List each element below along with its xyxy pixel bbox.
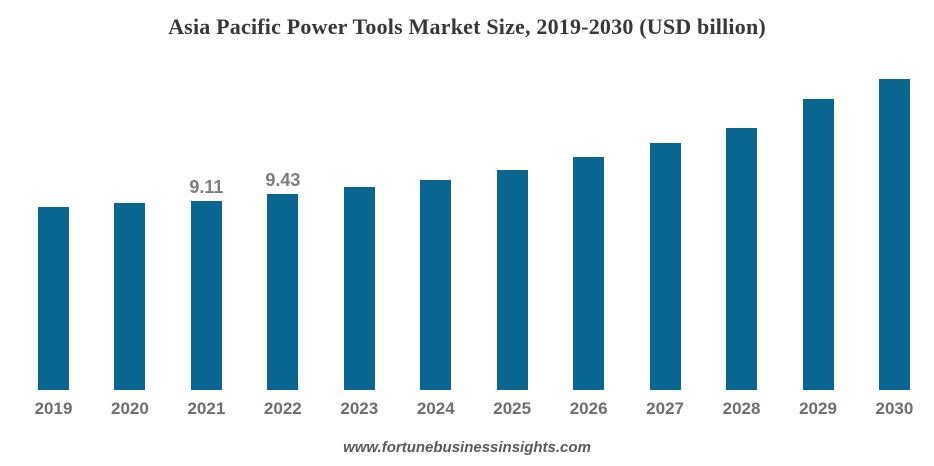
bar-2023 <box>343 187 375 390</box>
bar-2020 <box>114 203 146 390</box>
bar-2019 <box>38 207 69 390</box>
data-label-2021: 9.11 <box>189 177 224 197</box>
bar-2022 <box>267 194 299 390</box>
x-axis-label-2028: 2028 <box>722 399 761 418</box>
bar-2021 <box>190 201 222 390</box>
bar-2027 <box>649 143 681 390</box>
x-axis-label-2019: 2019 <box>34 399 73 418</box>
bar-2029 <box>802 99 834 390</box>
bar-2030 <box>878 79 910 390</box>
x-axis-label-2030: 2030 <box>875 399 914 418</box>
bar-2025 <box>496 170 528 390</box>
x-axis-label-2021: 2021 <box>187 399 226 418</box>
x-axis-label-2022: 2022 <box>263 399 302 418</box>
chart-title: Asia Pacific Power Tools Market Size, 20… <box>168 14 766 39</box>
bar-2026 <box>573 157 605 390</box>
x-axis-label-2027: 2027 <box>646 399 684 418</box>
x-axis-label-2024: 2024 <box>416 399 455 418</box>
x-axis-label-2023: 2023 <box>340 399 379 418</box>
x-axis-label-2026: 2026 <box>569 399 608 418</box>
data-label-2022: 9.43 <box>265 170 301 190</box>
bar-2028 <box>726 128 758 390</box>
x-axis-label-2025: 2025 <box>493 399 532 418</box>
bar-2024 <box>420 180 452 390</box>
x-axis-label-2029: 2029 <box>799 399 837 418</box>
source-watermark: www.fortunebusinessinsights.com <box>343 439 591 456</box>
x-axis-label-2020: 2020 <box>111 399 149 418</box>
